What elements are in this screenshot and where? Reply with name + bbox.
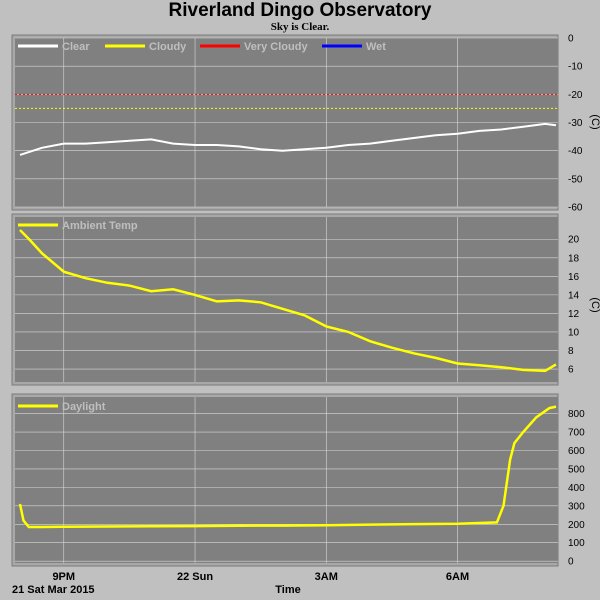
y-tick-label: 6 [568, 365, 574, 376]
ambient-y-ticks: 20 18 16 14 12 10 8 6 [568, 235, 580, 376]
ambient-plot-area [15, 217, 558, 382]
x-tick-label: 22 Sun [177, 571, 213, 583]
sky-unit-label: (C) [589, 114, 600, 129]
x-tick-label: 6AM [446, 571, 469, 583]
y-tick-label: 16 [568, 272, 580, 283]
sky-temp-series [19, 122, 557, 156]
y-tick-label: 10 [568, 327, 580, 338]
daylight-y-ticks: 800 700 600 500 400 300 200 100 0 [568, 409, 585, 568]
y-tick-label: 20 [568, 235, 580, 246]
daylight-panel: Daylight 800 700 600 500 400 300 200 100 0 [11, 393, 585, 568]
y-tick-label: 0 [568, 557, 574, 568]
y-tick-label: -50 [568, 174, 583, 185]
sky-panel: Clear Cloudy Very Cloudy Wet 0 -10 -20 -30 -… [11, 34, 600, 214]
y-tick-label: 300 [568, 501, 585, 512]
daylight-grid [15, 397, 558, 563]
y-tick-label: 500 [568, 464, 585, 475]
chart-subtitle: Sky is Clear. [270, 21, 330, 33]
ambient-panel: Ambient Temp 20 18 16 14 12 10 8 6 (C) [11, 213, 600, 386]
y-tick-label: -30 [568, 118, 583, 129]
sky-y-ticks: 0 -10 -20 -30 -40 -50 -60 [568, 34, 583, 214]
y-tick-label: 700 [568, 428, 585, 439]
x-tick-label: 3AM [315, 571, 338, 583]
date-label: 21 Sat Mar 2015 [12, 584, 95, 596]
ambient-unit-label: (C) [589, 297, 600, 312]
legend-label-wet: Wet [366, 41, 386, 53]
y-tick-label: 8 [568, 346, 574, 357]
y-tick-label: 12 [568, 309, 580, 320]
y-tick-label: -20 [568, 90, 583, 101]
daylight-series [18, 405, 557, 529]
ambient-grid [15, 217, 558, 382]
y-tick-label: 600 [568, 446, 585, 457]
sky-legend: Clear Cloudy Very Cloudy Wet [18, 41, 386, 53]
legend-label-daylight: Daylight [62, 401, 106, 413]
y-tick-label: -60 [568, 203, 583, 214]
ambient-temp-series [19, 229, 557, 373]
y-tick-label: -10 [568, 62, 583, 73]
legend-label-very-cloudy: Very Cloudy [244, 41, 308, 53]
x-ticks: 9PM 22 Sun 3AM 6AM [52, 571, 469, 583]
y-tick-label: 100 [568, 538, 585, 549]
ambient-legend: Ambient Temp [18, 220, 138, 232]
chart-title: Riverland Dingo Observatory [168, 0, 432, 21]
legend-label-ambient: Ambient Temp [62, 220, 138, 232]
legend-label-cloudy: Cloudy [149, 41, 187, 53]
daylight-plot-area [15, 397, 558, 563]
y-tick-label: 0 [568, 34, 574, 45]
x-tick-label: 9PM [52, 571, 75, 583]
y-tick-label: 800 [568, 409, 585, 420]
legend-label-clear: Clear [62, 41, 90, 53]
y-tick-label: -40 [568, 146, 583, 157]
y-tick-label: 400 [568, 483, 585, 494]
y-tick-label: 18 [568, 253, 580, 264]
y-tick-label: 14 [568, 290, 580, 301]
x-axis-label: Time [275, 584, 300, 596]
y-tick-label: 200 [568, 520, 585, 531]
daylight-legend: Daylight [18, 401, 106, 413]
